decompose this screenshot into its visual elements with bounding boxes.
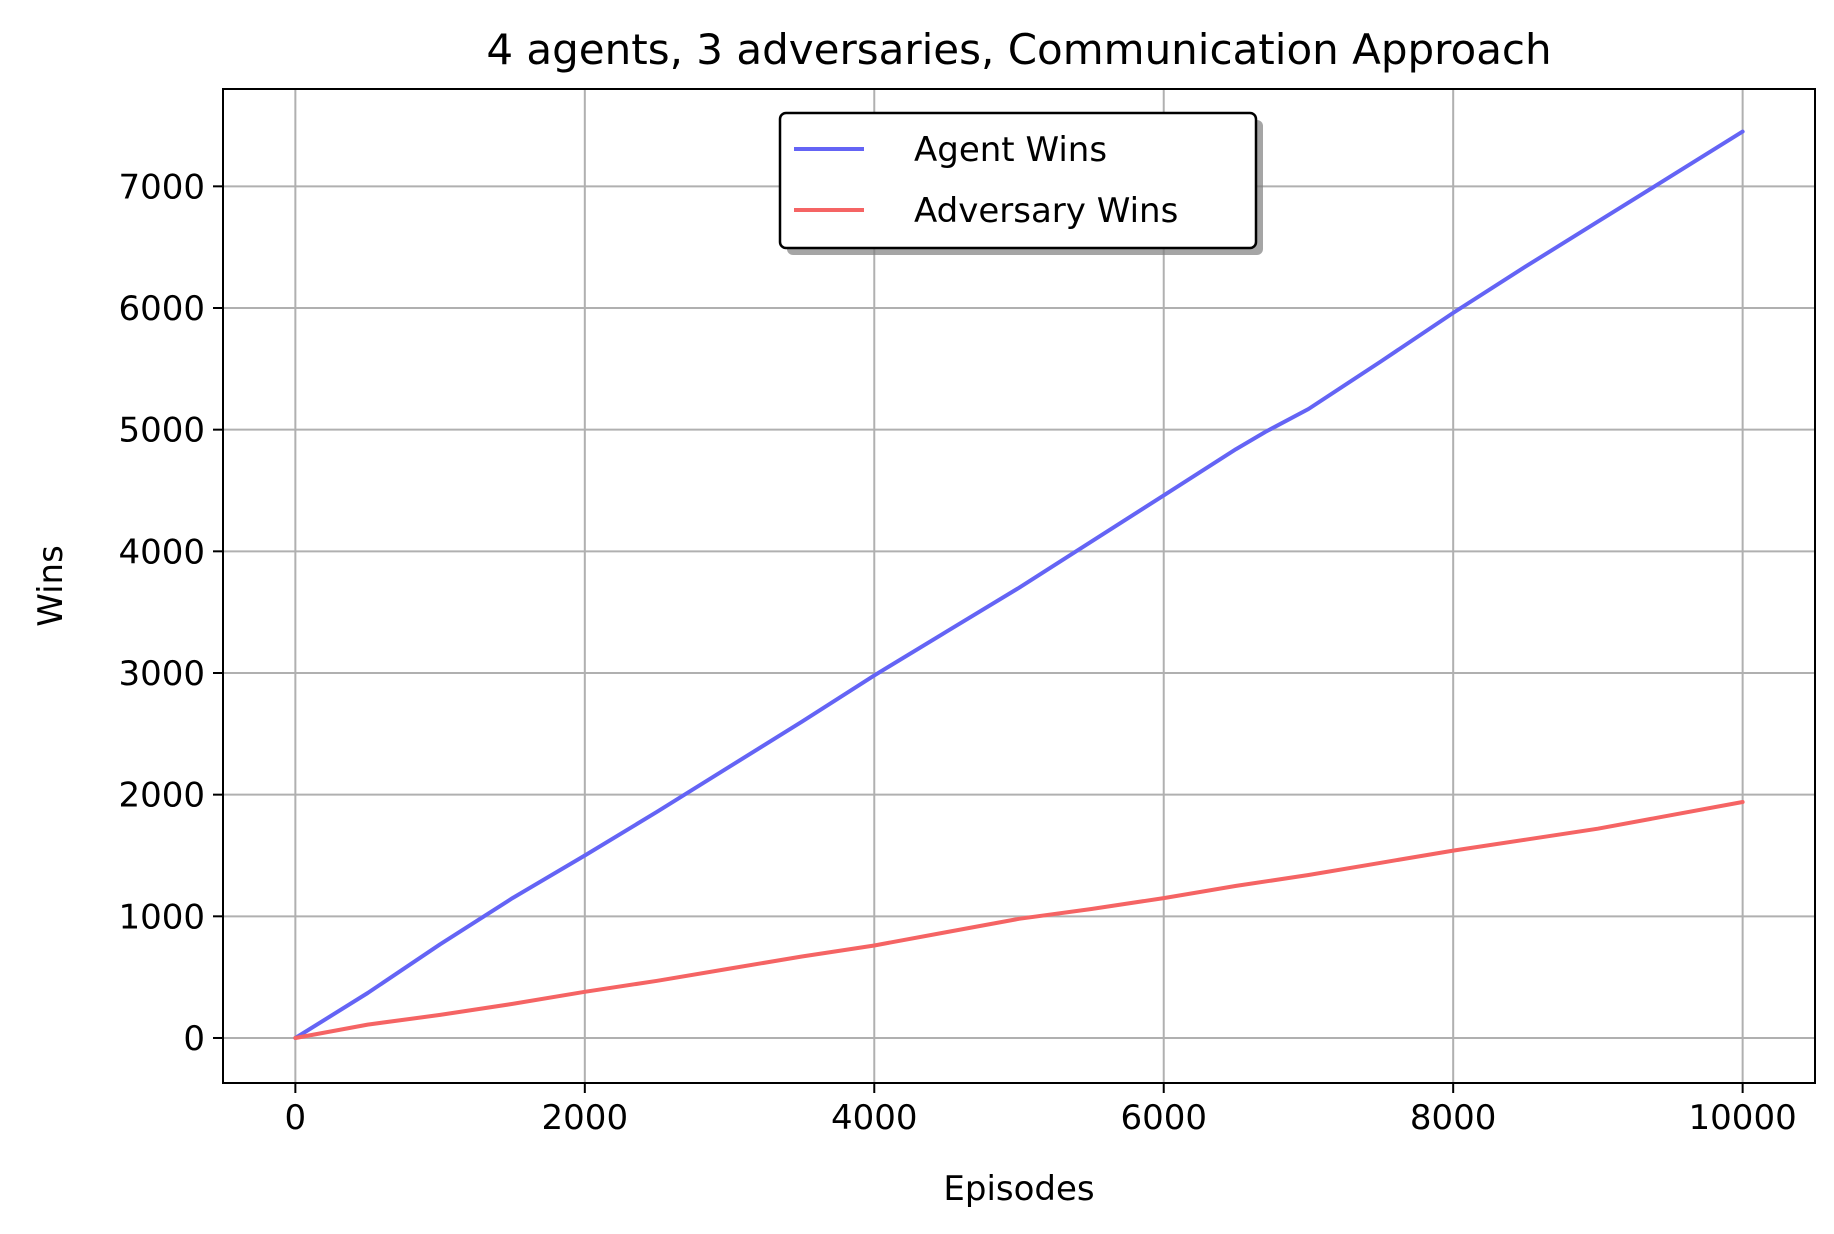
y-tick-label: 4000	[118, 532, 205, 572]
plot-frame	[222, 88, 1816, 1084]
y-tick-label: 5000	[118, 411, 205, 451]
series-layer	[293, 129, 1745, 1040]
legend-label: Agent Wins	[914, 130, 1107, 170]
x-axis-label: Episodes	[943, 1169, 1094, 1209]
x-tick-label: 2000	[542, 1098, 629, 1138]
legend: Agent Wins Adversary Wins	[778, 111, 1263, 255]
series-line-adversary-wins	[293, 800, 1745, 1040]
legend-label: Adversary Wins	[914, 191, 1178, 231]
y-tick-label: 3000	[118, 654, 205, 694]
ticks: 0 2000 4000 6000 8000 10000 0 1000 2000 3000 4000 5…	[118, 167, 1796, 1138]
y-tick-label: 1000	[118, 897, 205, 937]
legend-box	[778, 111, 1258, 250]
x-tick-label: 0	[285, 1098, 307, 1138]
y-tick-label: 7000	[118, 167, 205, 207]
x-tick-label: 8000	[1410, 1098, 1497, 1138]
x-tick-label: 6000	[1120, 1098, 1207, 1138]
y-tick-label: 0	[183, 1019, 205, 1059]
y-tick-label: 6000	[118, 289, 205, 329]
y-axis-label: Wins	[31, 545, 71, 627]
chart-title: 4 agents, 3 adversaries, Communication A…	[486, 25, 1551, 74]
x-tick-label: 4000	[831, 1098, 918, 1138]
x-tick-label: 10000	[1689, 1098, 1797, 1138]
series-line-agent-wins	[293, 129, 1745, 1040]
y-tick-label: 2000	[118, 776, 205, 816]
